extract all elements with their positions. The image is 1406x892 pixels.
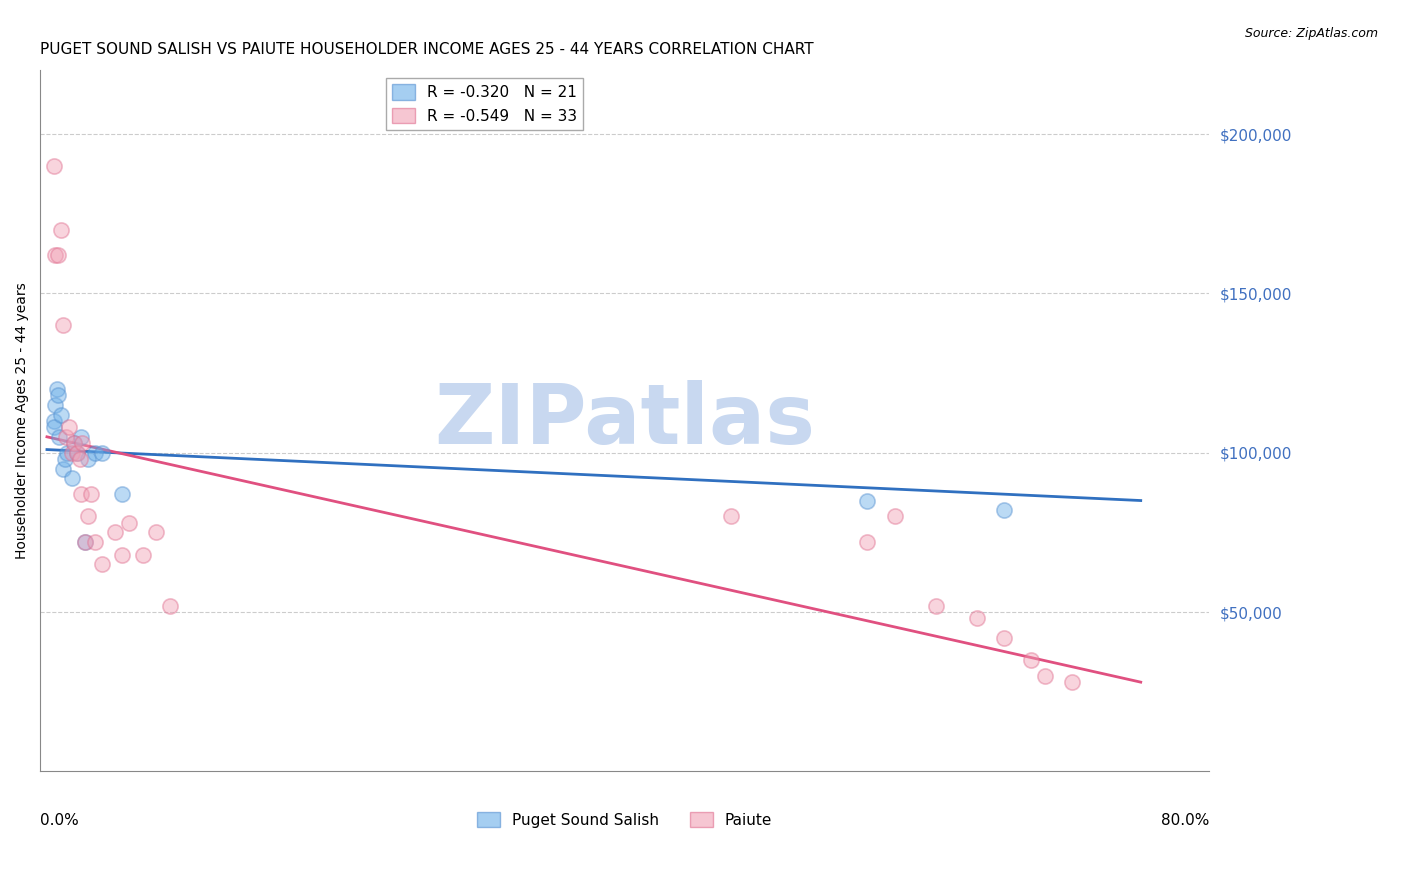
Point [1033, 669, 1056, 683]
Point [55, 430, 77, 444]
Point [45, 382, 67, 396]
Point [966, 611, 988, 625]
Point [720, 509, 742, 524]
Point [49, 223, 72, 237]
Point [70, 487, 93, 501]
Point [66, 446, 89, 460]
Point [159, 599, 181, 613]
Point [1062, 675, 1084, 690]
Point [58, 420, 80, 434]
Point [83, 535, 105, 549]
Point [46, 248, 69, 262]
Point [993, 503, 1015, 517]
Point [924, 599, 946, 613]
Point [53, 452, 76, 467]
Point [66, 446, 89, 460]
Point [75, 535, 97, 549]
Point [856, 535, 879, 549]
Point [83, 446, 105, 460]
Point [72, 436, 94, 450]
Point [46, 388, 69, 402]
Point [993, 631, 1015, 645]
Text: Source: ZipAtlas.com: Source: ZipAtlas.com [1244, 27, 1378, 40]
Point [75, 535, 97, 549]
Point [56, 446, 79, 460]
Text: ZIPatlas: ZIPatlas [434, 380, 815, 461]
Point [42, 414, 65, 428]
Point [856, 493, 879, 508]
Point [118, 516, 141, 530]
Point [90, 558, 112, 572]
Point [80, 487, 103, 501]
Point [52, 318, 75, 333]
Point [52, 461, 75, 475]
Point [70, 430, 93, 444]
Point [60, 446, 83, 460]
Point [44, 398, 66, 412]
Text: 80.0%: 80.0% [1161, 814, 1209, 829]
Point [63, 436, 86, 450]
Point [42, 420, 65, 434]
Point [49, 408, 72, 422]
Point [44, 248, 66, 262]
Point [111, 548, 134, 562]
Point [104, 525, 127, 540]
Y-axis label: Householder Income Ages 25 - 44 years: Householder Income Ages 25 - 44 years [15, 283, 30, 559]
Point [63, 436, 86, 450]
Legend: Puget Sound Salish, Paiute: Puget Sound Salish, Paiute [471, 805, 779, 834]
Point [77, 452, 100, 467]
Text: 0.0%: 0.0% [41, 814, 79, 829]
Point [60, 471, 83, 485]
Point [111, 487, 134, 501]
Point [883, 509, 905, 524]
Point [145, 525, 167, 540]
Point [77, 509, 100, 524]
Point [48, 430, 70, 444]
Text: PUGET SOUND SALISH VS PAIUTE HOUSEHOLDER INCOME AGES 25 - 44 YEARS CORRELATION C: PUGET SOUND SALISH VS PAIUTE HOUSEHOLDER… [41, 42, 814, 57]
Point [1021, 653, 1043, 667]
Point [42, 159, 65, 173]
Point [131, 548, 153, 562]
Point [69, 452, 91, 467]
Point [90, 446, 112, 460]
